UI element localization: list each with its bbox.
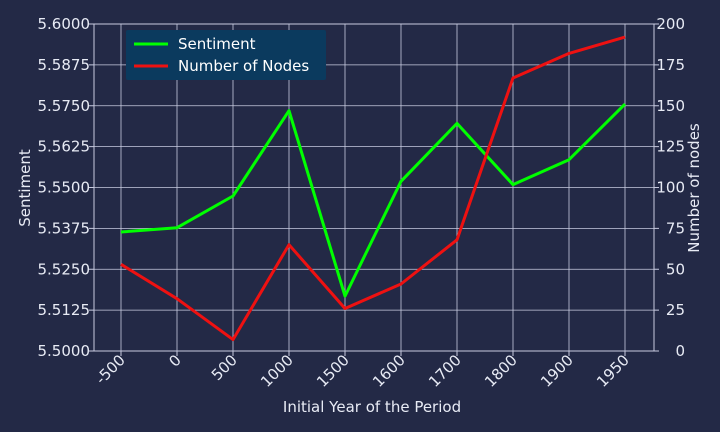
x-tick-label: 1600: [369, 351, 409, 391]
right-tick-label: 150: [656, 97, 685, 115]
series-line-sentiment: [120, 103, 627, 298]
x-tick-label: 1900: [537, 351, 577, 391]
right-tick-label: 125: [656, 138, 685, 156]
x-tick-label: 1700: [425, 351, 465, 391]
right-axis-title: Number of nodes: [685, 123, 703, 253]
x-axis-ticks: -500 0 500 1000 1500 1600 1700 1800 1900 1950: [92, 351, 633, 391]
left-tick-label: 5.5625: [38, 138, 91, 156]
left-tick-label: 5.5250: [38, 260, 91, 278]
legend-label-nodes: Number of Nodes: [178, 57, 309, 75]
right-axis-ticks: 0 25 50 75 100 125 150 175 200: [654, 15, 685, 360]
left-axis-title: Sentiment: [16, 149, 34, 227]
x-tick-label: 500: [208, 351, 241, 384]
left-tick-label: 5.5500: [38, 179, 91, 197]
x-tick-label: 1800: [481, 351, 521, 391]
right-tick-label: 25: [666, 301, 685, 319]
x-tick-label: 1950: [593, 351, 633, 391]
left-tick-label: 5.6000: [38, 15, 91, 33]
right-tick-label: 75: [666, 219, 685, 237]
x-tick-label: 0: [165, 351, 184, 370]
left-axis-ticks: 5.5000 5.5125 5.5250 5.5375 5.5500 5.5625 5.57…: [38, 15, 94, 360]
x-tick-label: -500: [92, 351, 129, 388]
left-tick-label: 5.5125: [38, 301, 91, 319]
right-tick-label: 100: [656, 179, 685, 197]
series-line-nodes: [120, 35, 626, 342]
legend-label-sentiment: Sentiment: [178, 35, 256, 53]
left-tick-label: 5.5000: [38, 342, 91, 360]
x-tick-label: 1000: [257, 351, 297, 391]
right-tick-label: 200: [656, 15, 685, 33]
right-tick-label: 50: [666, 260, 685, 278]
x-tick-label: 1500: [313, 351, 353, 391]
left-tick-label: 5.5750: [38, 97, 91, 115]
series-lines: [120, 35, 627, 342]
left-tick-label: 5.5375: [38, 219, 91, 237]
left-tick-label: 5.5875: [38, 56, 91, 74]
x-axis-title: Initial Year of the Period: [283, 398, 461, 416]
right-tick-label: 0: [675, 342, 685, 360]
legend: Sentiment Number of Nodes: [126, 30, 326, 80]
right-tick-label: 175: [656, 56, 685, 74]
legend-box: [126, 30, 326, 80]
